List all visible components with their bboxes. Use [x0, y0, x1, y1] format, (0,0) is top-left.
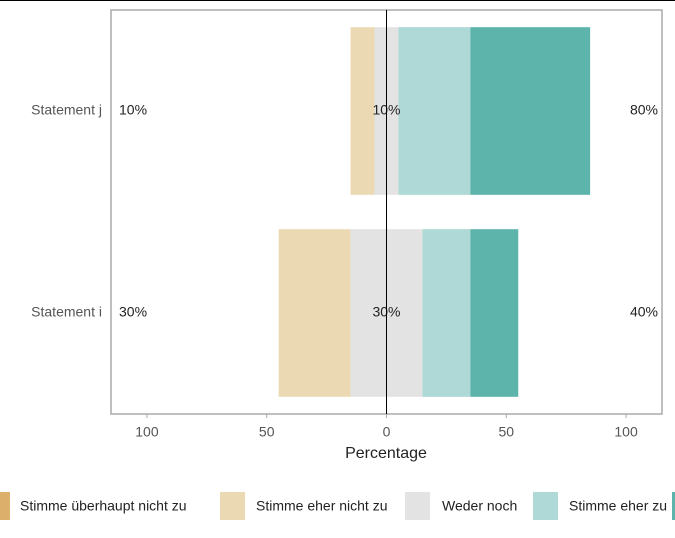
x-tick-label: 50: [498, 424, 514, 440]
bar: [422, 229, 471, 397]
value-label: 10%: [119, 102, 147, 118]
bar: [398, 27, 471, 195]
bar: [278, 229, 351, 397]
bar: [350, 27, 375, 195]
legend-label: Stimme eher nicht zu: [256, 498, 388, 514]
y-tick-label: Statement j: [31, 102, 102, 118]
legend-label: Stimme eher zu: [569, 498, 667, 514]
legend-key: [405, 492, 430, 520]
value-label: 80%: [630, 102, 658, 118]
bar: [470, 27, 591, 195]
legend-label: Stimme überhaupt nicht zu: [20, 498, 187, 514]
y-tick-label: Statement i: [31, 304, 102, 320]
legend-key: [0, 492, 10, 520]
x-tick-label: 0: [383, 424, 391, 440]
legend-key: [533, 492, 558, 520]
value-label: 30%: [119, 304, 147, 320]
x-tick-label: 50: [259, 424, 275, 440]
legend-key: [220, 492, 245, 520]
x-tick-label: 100: [614, 424, 638, 440]
x-tick-label: 100: [135, 424, 159, 440]
legend-key: [672, 492, 675, 520]
x-axis-label: Percentage: [345, 445, 427, 462]
legend-label: Weder noch: [442, 498, 517, 514]
bar: [470, 229, 519, 397]
value-label: 40%: [630, 304, 658, 320]
